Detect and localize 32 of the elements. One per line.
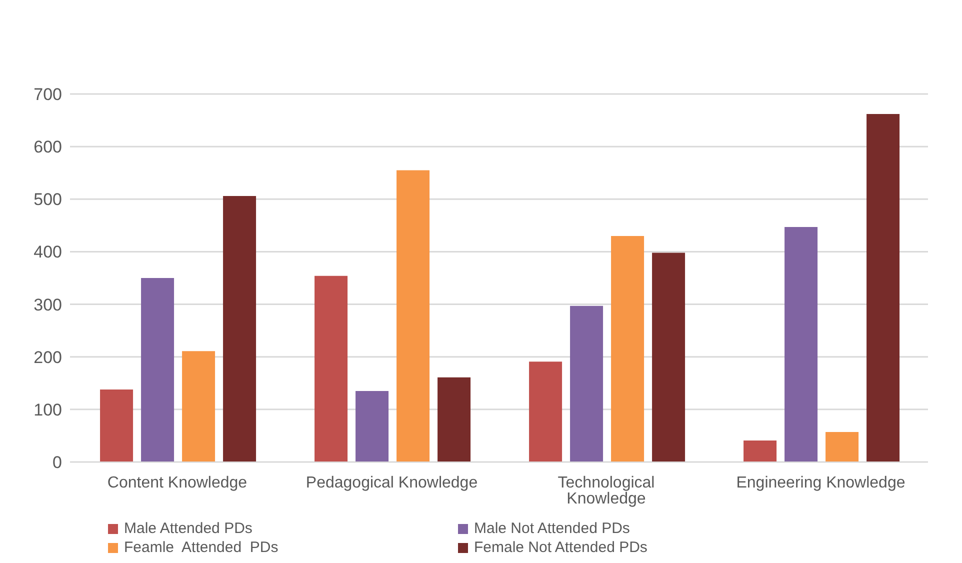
bar — [182, 351, 216, 462]
y-tick-label: 300 — [34, 295, 62, 314]
bar — [314, 276, 348, 462]
x-tick-label: Pedagogical Knowledge — [306, 474, 478, 492]
bar — [784, 227, 818, 462]
bar — [652, 252, 686, 462]
bar — [141, 278, 174, 462]
x-tick-label: Content Knowledge — [107, 474, 248, 492]
y-tick-label: 400 — [34, 242, 62, 262]
y-tick-label: 600 — [34, 138, 62, 157]
x-tick-label: Technological Knowledge — [558, 474, 655, 508]
bar — [529, 362, 562, 462]
bar — [866, 114, 900, 462]
bar — [356, 391, 389, 462]
bar — [396, 170, 430, 462]
bar — [611, 236, 644, 462]
bar — [570, 306, 604, 462]
y-tick-label: 500 — [34, 190, 62, 210]
legend-label: Male Not Attended PDs — [474, 520, 630, 537]
legend-label: Female Not Attended PDs — [474, 539, 648, 556]
legend-label: Feamle Attended PDs — [124, 539, 278, 556]
bar — [223, 196, 256, 462]
bar — [438, 377, 471, 462]
y-tick-label: 200 — [34, 348, 62, 367]
bar — [744, 440, 777, 462]
y-tick-label: 0 — [52, 453, 62, 472]
y-tick-label: 100 — [34, 400, 62, 420]
legend-label: Male Attended PDs — [124, 520, 252, 537]
bar — [100, 389, 134, 462]
x-tick-label: Engineering Knowledge — [736, 474, 906, 492]
y-tick-label: 700 — [34, 85, 62, 104]
bar — [826, 432, 859, 462]
